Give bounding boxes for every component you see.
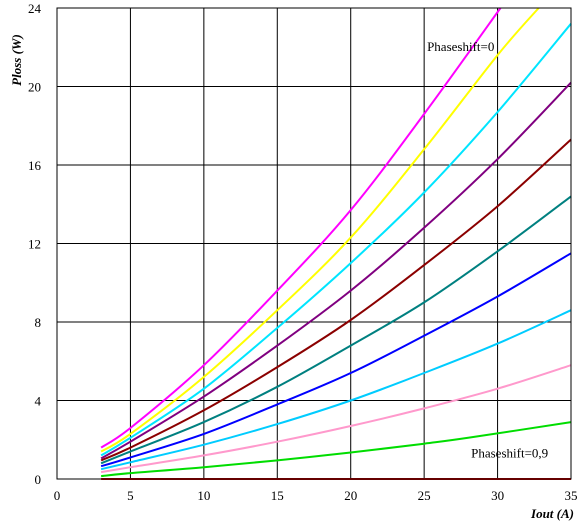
y-tick-label: 16 [28,158,42,173]
y-tick-label: 0 [35,472,42,487]
series-line-5 [100,195,572,465]
x-tick-label: 35 [565,488,578,503]
y-tick-label: 20 [28,80,41,95]
series-line-9 [100,421,572,478]
y-axis-label: Ploss (W) [9,34,24,86]
series-line-3 [100,81,572,460]
plot-border [56,7,572,480]
series-line-6 [100,252,572,468]
x-tick-label: 0 [54,488,61,503]
series-line-0 [100,7,502,449]
x-tick-labels: 0 5 10 15 20 25 30 35 [54,488,578,503]
y-tick-label: 4 [35,394,42,409]
series-line-2 [100,23,572,457]
x-axis-label: Iout (A) [530,506,574,521]
y-tick-label: 12 [28,237,41,252]
grid [57,8,571,479]
x-tick-label: 25 [418,488,431,503]
x-tick-label: 5 [127,488,134,503]
x-tick-label: 30 [491,488,504,503]
series-line-4 [100,138,572,462]
y-tick-label: 24 [28,1,42,16]
series-line-1 [100,7,540,453]
series-line-7 [100,309,572,471]
y-tick-labels: 0 4 8 12 16 20 24 [28,1,42,487]
x-tick-label: 15 [271,488,284,503]
plot-frame [56,7,572,480]
annotations: Phaseshift=0 Phaseshift=0,9 [427,39,548,460]
series-line-8 [100,364,572,474]
annotation-label: Phaseshift=0 [427,39,494,54]
x-tick-label: 10 [197,488,210,503]
y-tick-label: 8 [35,315,42,330]
annotation-label: Phaseshift=0,9 [471,445,548,460]
x-tick-label: 20 [344,488,357,503]
